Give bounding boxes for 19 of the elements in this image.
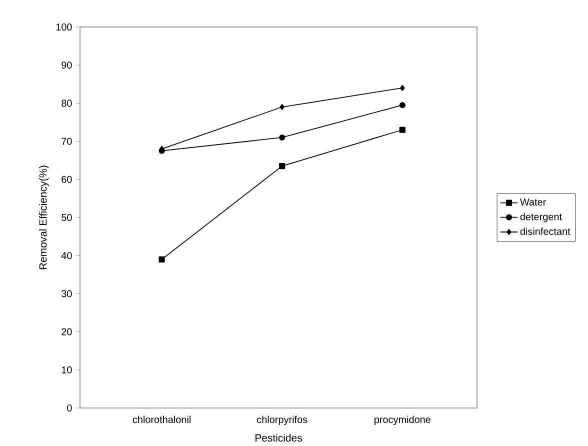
- legend-label: detergent: [520, 212, 562, 222]
- y-tick-label: 80: [62, 100, 72, 107]
- y-tick-label: 30: [62, 290, 72, 298]
- legend-label: Water: [520, 198, 546, 206]
- y-tick-label: 50: [62, 214, 72, 222]
- y-tick-label: 90: [62, 62, 72, 69]
- y-tick-label: 40: [61, 252, 72, 260]
- x-tick-label: chlorothalonil: [132, 416, 190, 424]
- x-tick-label: procymidone: [374, 416, 430, 426]
- x-tick-label: chlorpyrifos: [257, 416, 308, 426]
- x-axis-title: Pesticides: [256, 434, 302, 442]
- y-tick-label: 10: [62, 366, 72, 374]
- y-tick-label: 100: [56, 23, 72, 31]
- legend-label: disinfectant: [520, 228, 570, 235]
- y-axis-title: Removal Efficiency(%): [39, 166, 49, 270]
- y-tick-label: 60: [62, 176, 72, 183]
- y-tick-label: 70: [62, 138, 72, 145]
- y-tick-label: 0: [67, 404, 72, 412]
- y-tick-label: 20: [62, 328, 72, 336]
